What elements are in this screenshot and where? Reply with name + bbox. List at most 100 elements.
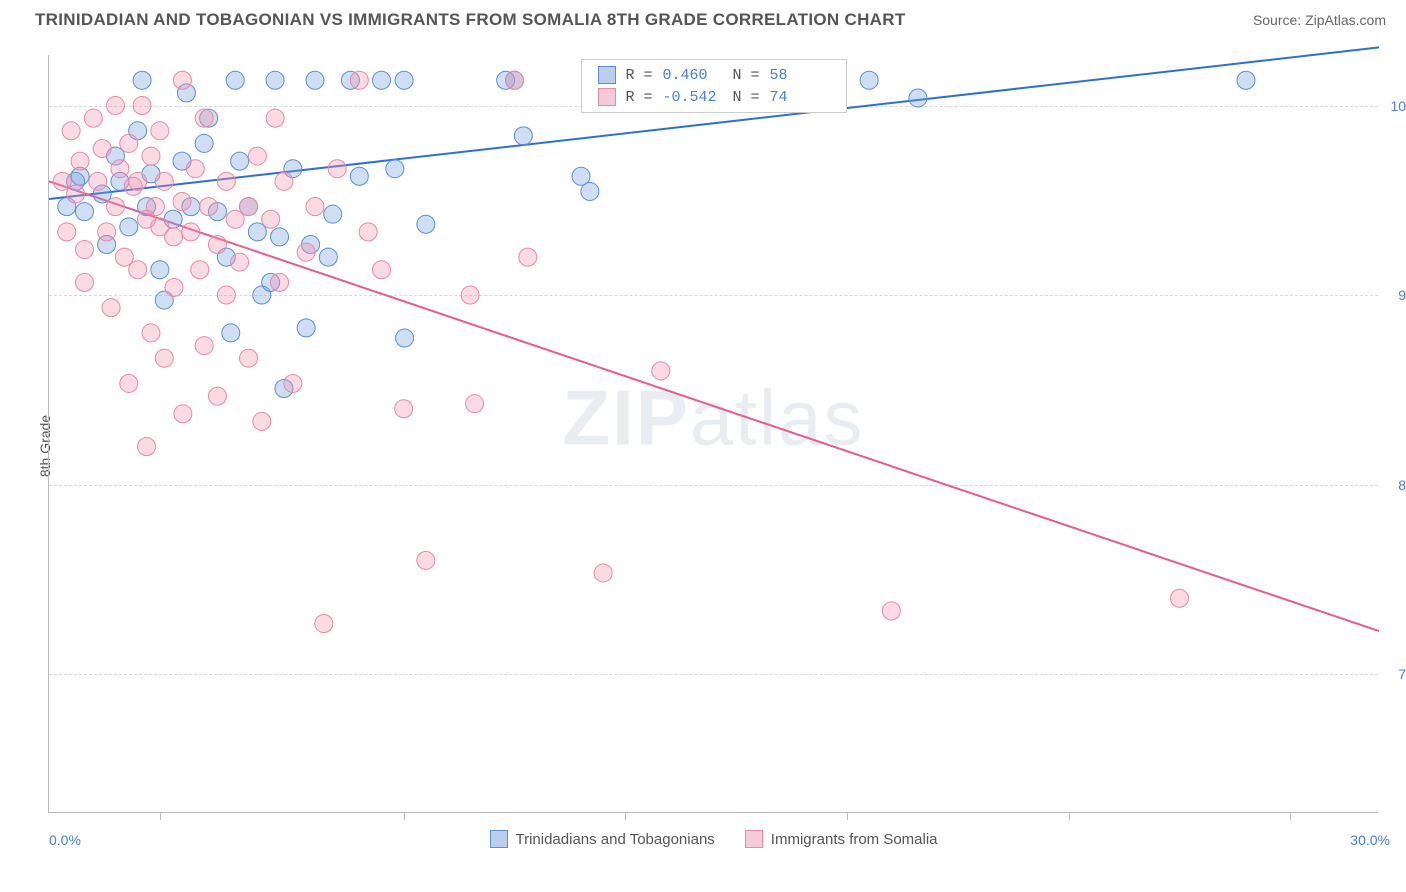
data-point [102,299,120,317]
stats-n-value: 58 [770,67,830,84]
data-point [195,337,213,355]
data-point [107,198,125,216]
data-point [142,147,160,165]
stats-legend-box: R = 0.460 N = 58 R =-0.542N =74 [580,59,846,113]
scatter-chart: ZIPatlas R =0.460N =58R =-0.542N =74 0.0… [48,55,1378,813]
data-point [75,203,93,221]
data-point [417,551,435,569]
legend-bottom: Trinidadians and Tobagonians Immigrants f… [489,830,937,848]
data-point [217,286,235,304]
data-point [129,261,147,279]
data-point [151,261,169,279]
data-point [514,127,532,145]
x-tick [1069,812,1070,820]
x-axis-min-label: 0.0% [49,832,81,848]
data-point [315,615,333,633]
data-point [466,395,484,413]
data-point [222,324,240,342]
data-point [84,109,102,127]
data-point [519,248,537,266]
data-point [240,349,258,367]
data-point [200,198,218,216]
data-point [395,400,413,418]
data-point [231,152,249,170]
data-point [240,198,258,216]
data-point [120,134,138,152]
data-point [652,362,670,380]
x-tick [404,812,405,820]
data-point [191,261,209,279]
x-tick [1290,812,1291,820]
x-tick [160,812,161,820]
stats-n-value: 74 [770,89,830,106]
data-point [155,172,173,190]
y-tick-label: 100.0% [1388,98,1406,114]
legend-item: Trinidadians and Tobagonians [489,830,714,848]
data-point [165,228,183,246]
data-point [98,223,116,241]
data-point [297,243,315,261]
data-point [284,374,302,392]
data-point [506,71,524,89]
data-point [208,387,226,405]
data-point [271,273,289,291]
data-point [111,160,129,178]
stats-r-label: R = [625,89,652,106]
data-point [174,405,192,423]
data-point [133,97,151,115]
data-point [186,160,204,178]
stats-r-value: 0.460 [663,67,723,84]
data-point [271,228,289,246]
data-point [275,172,293,190]
data-point [909,89,927,107]
data-point [306,71,324,89]
stats-n-label: N = [733,67,760,84]
data-point [75,241,93,259]
data-point [266,109,284,127]
regression-line [49,181,1379,631]
legend-swatch [745,830,763,848]
data-point [350,71,368,89]
data-point [67,185,85,203]
data-point [882,602,900,620]
data-point [306,198,324,216]
data-point [107,97,125,115]
stats-r-label: R = [625,67,652,84]
data-point [129,172,147,190]
x-tick [625,812,626,820]
data-point [133,71,151,89]
data-point [71,152,89,170]
data-point [248,147,266,165]
data-point [89,172,107,190]
data-point [373,261,391,279]
chart-source: Source: ZipAtlas.com [1253,12,1386,28]
data-point [58,223,76,241]
data-point [395,71,413,89]
chart-header: TRINIDADIAN AND TOBAGONIAN VS IMMIGRANTS… [0,0,1406,42]
source-prefix: Source: [1253,12,1305,28]
data-point [328,160,346,178]
chart-title: TRINIDADIAN AND TOBAGONIAN VS IMMIGRANTS… [35,10,906,30]
stats-swatch [597,66,615,84]
plot-svg [49,55,1378,812]
legend-label: Immigrants from Somalia [771,831,938,848]
stats-swatch [597,88,615,106]
data-point [120,218,138,236]
y-tick-label: 92.5% [1388,287,1406,303]
data-point [359,223,377,241]
data-point [860,71,878,89]
data-point [146,198,164,216]
data-point [173,193,191,211]
y-tick-label: 77.5% [1388,666,1406,682]
y-tick-label: 85.0% [1388,477,1406,493]
data-point [266,71,284,89]
data-point [165,278,183,296]
stats-row: R =-0.542N =74 [597,86,829,108]
data-point [297,319,315,337]
data-point [195,109,213,127]
data-point [386,160,404,178]
data-point [319,248,337,266]
data-point [1171,589,1189,607]
x-axis-max-label: 30.0% [1350,832,1390,848]
data-point [350,167,368,185]
